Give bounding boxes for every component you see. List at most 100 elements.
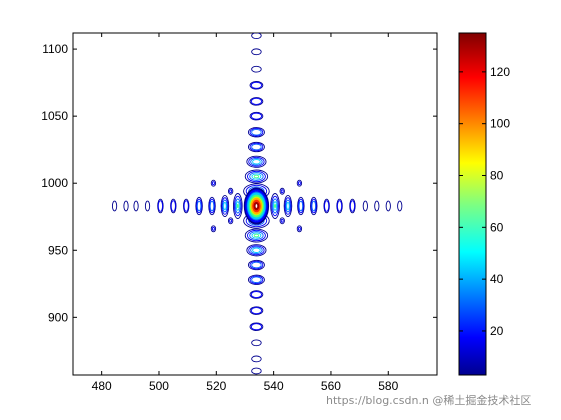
contour-h-lobe [310,198,317,214]
contour-v-lobe [248,245,265,256]
contour-v-lobe [246,155,267,168]
contour-h-lobe [221,197,229,215]
contour-v-lobe [250,291,263,299]
contour-v-lobe [249,260,264,270]
contour-v-lobe [244,228,269,243]
contour-h-lobe [208,196,216,216]
contour-h-lobe [272,198,278,214]
colorbar-tick-label: 40 [490,272,504,286]
contour-v-lobe [250,323,263,331]
contour-h-lobe [222,199,228,213]
contour-corner-lobe [296,225,303,233]
contour-v-lobe [247,274,265,285]
contour-corner-lobe [229,189,233,194]
x-axis-ticks: 480 500 520 540 560 580 [92,33,399,393]
contour-h-lobe [271,195,279,217]
contour-v-lobe [247,259,265,271]
contour-h-lobe [196,198,203,214]
contour-corner-lobe [211,226,215,231]
contour-h-lobe [157,198,164,214]
contour-v-lobe [251,276,262,284]
contour-v-lobe [251,261,262,269]
contour-v-lobe [250,97,263,105]
contour-h-lobe [274,204,277,208]
contour-v-lobe [252,159,261,165]
contour-h-lobe [349,198,356,214]
y-tick-label: 1100 [42,42,68,56]
contour-v-lobe [249,275,264,284]
contour-peak-ring [252,200,260,212]
contour-v-lobe [247,229,266,242]
contour-corner-lobe [227,187,234,195]
contour-corner-lobe [297,181,301,186]
contour-h-lobe [235,201,240,211]
contour-v-lobe [250,81,263,89]
contour-h-lobe [220,194,230,218]
contour-v-lobe [253,174,260,179]
contour-h-lobe [223,201,227,211]
contour-v-lobe [247,141,265,153]
contour-h-lobe [183,200,189,212]
colorbar-tick-label: 120 [490,65,510,79]
contour-corner-lobe [280,218,284,223]
contour-peak-ring [250,197,263,215]
contour-v-lobe [248,156,265,167]
colorbar-tick-label: 80 [490,169,504,183]
contour-h-lobe [273,201,277,211]
contour-h-lobe [311,200,317,212]
contour-peak-ring [250,196,263,216]
y-tick-label: 900 [48,310,68,324]
contour-corner-lobe [210,179,217,187]
contour-h-lobe [297,196,305,216]
contour-h-lobe [284,197,292,215]
contour-h-lobe [195,196,203,216]
x-tick-label: 540 [264,379,284,393]
x-tick-label: 520 [206,379,226,393]
contour-v-lobe [249,172,264,181]
contour-peak-ring [245,189,268,223]
contour-h-lobe [323,198,330,214]
contour-v-lobe [251,232,262,239]
contour-peak-ring [252,199,261,213]
contour-v-lobe [251,355,262,363]
x-tick-label: 500 [149,379,169,393]
contour-v-lobe [250,157,263,166]
contour-h-lobe [349,200,356,212]
contour-corner-lobe [229,218,233,223]
contour-h-lobe [170,198,177,214]
contour-h-lobe [298,200,304,212]
contour-h-lobe [297,198,304,214]
contour-h-lobe [170,200,176,212]
contour-v-lobe [250,246,263,255]
contour-peak-ring [245,190,267,222]
contour-h-lobe [385,200,391,212]
contour-peak-ring [246,191,267,221]
contour-h-lobe [324,200,330,212]
contour-peak-ring [248,194,265,218]
colorbar-tick-label: 20 [490,324,504,338]
contour-v-lobe [249,81,264,90]
contour-v-lobe [251,173,262,180]
contour-h-lobe [133,200,139,212]
contour-h-lobe [374,200,380,212]
contour-h-lobe [234,198,241,214]
contour-peak-ring [247,192,266,220]
contour-corner-lobe [297,226,301,231]
contour-h-lobe [209,198,215,214]
contour-corner-lobe [227,217,234,225]
contour-h-lobe [209,200,215,212]
contour-h-lobe [283,194,293,218]
contour-h-lobe [336,200,343,212]
contour-v-lobe [247,127,265,138]
contour-peak-ring [251,198,262,214]
contour-v-lobe [249,231,264,240]
contour-h-lobe [362,200,368,212]
contour-v-lobe [249,306,264,315]
contour-h-lobe [236,204,239,208]
contour-corner-lobe [210,225,217,233]
contour-h-lobe [310,196,318,216]
x-tick-label: 580 [378,379,398,393]
x-tick-label: 480 [92,379,112,393]
y-axis-ticks: 900 950 1000 1050 1100 [41,42,437,324]
